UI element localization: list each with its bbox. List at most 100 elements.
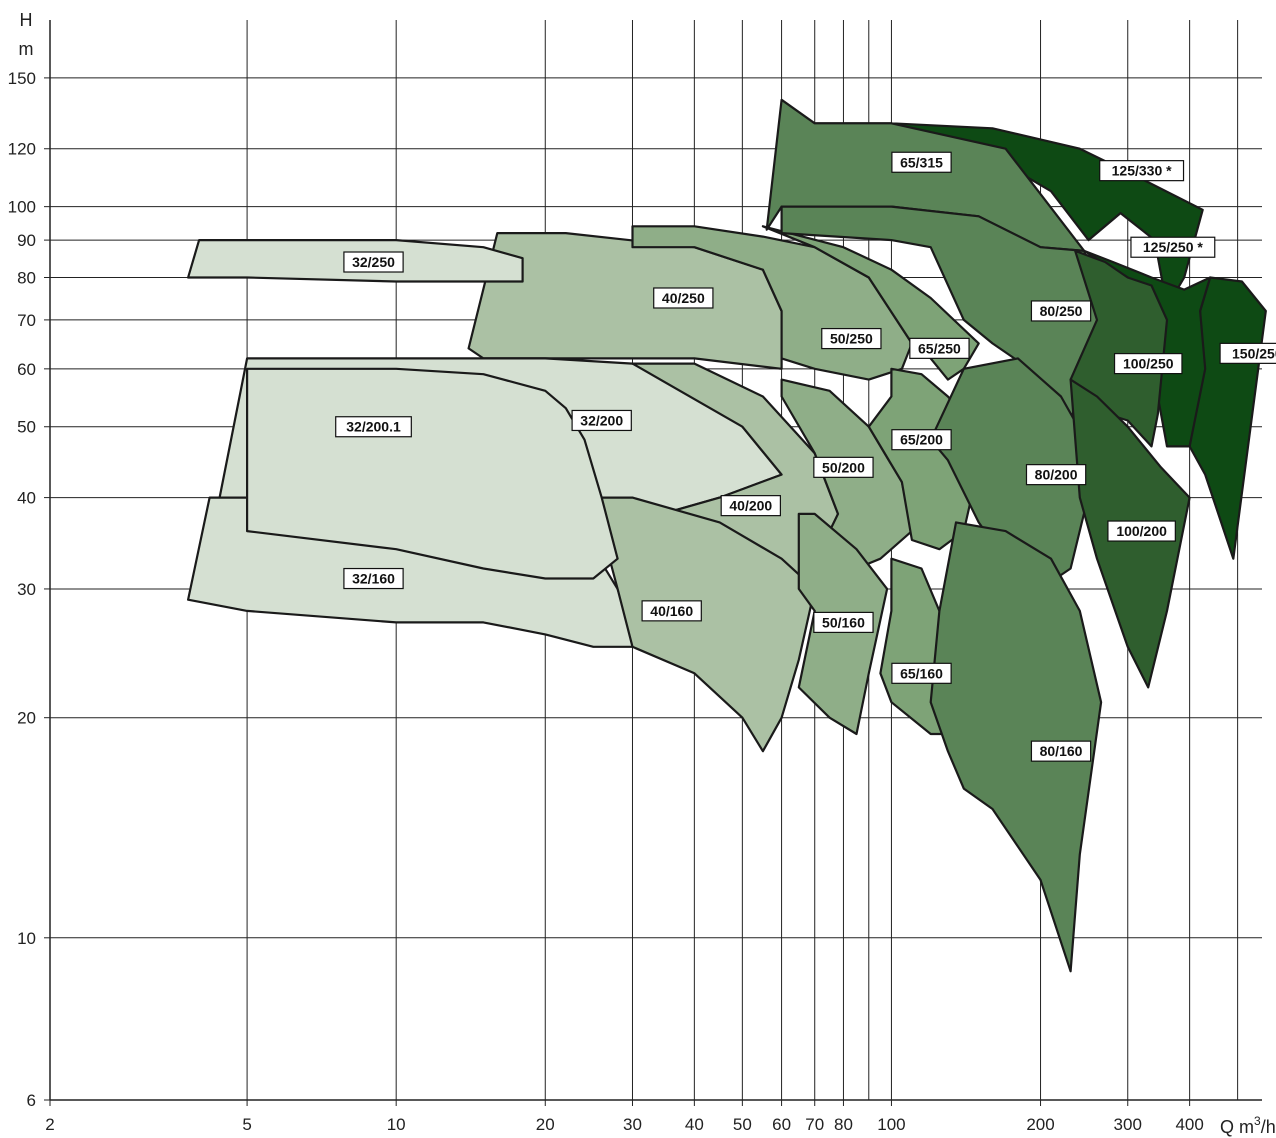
region-label-text: 32/200 xyxy=(580,412,623,428)
pump-regions xyxy=(187,98,1267,973)
region-label-text: 50/250 xyxy=(830,331,873,347)
y-tick-label: 30 xyxy=(17,580,36,599)
region-label-box xyxy=(1025,464,1087,486)
region-label-text: 125/330 * xyxy=(1112,163,1172,179)
region-label-box xyxy=(1030,300,1092,322)
region-label-box xyxy=(813,456,874,478)
region-label-box xyxy=(343,251,404,273)
region-label-text: 40/250 xyxy=(662,290,705,306)
region-label: 40/160 xyxy=(641,600,702,622)
y-tick-label: 60 xyxy=(17,360,36,379)
region-40-160 xyxy=(592,496,816,753)
x-tick-label: 300 xyxy=(1114,1115,1142,1134)
x-tick-label: 60 xyxy=(772,1115,791,1134)
region-label: 65/250 xyxy=(909,337,970,359)
region-label-box xyxy=(343,567,404,590)
x-tick-label: 30 xyxy=(623,1115,642,1134)
region-label: 125/250 * xyxy=(1130,236,1216,258)
x-tick-label: 50 xyxy=(733,1115,752,1134)
region-label-box xyxy=(1030,740,1092,762)
region-label-box xyxy=(1107,520,1176,542)
x-axis-unit-sup: 3 xyxy=(1254,1114,1261,1128)
region-label: 100/250 xyxy=(1113,352,1183,375)
region-label-box xyxy=(1099,160,1185,182)
region-label-box xyxy=(720,495,781,517)
region-label-box xyxy=(891,662,952,684)
y-tick-label: 150 xyxy=(8,69,36,88)
y-tick-label: 50 xyxy=(17,418,36,437)
region-label-text: 100/250 xyxy=(1123,356,1174,372)
region-label-box xyxy=(891,429,952,451)
y-tick-label: 90 xyxy=(17,231,36,250)
region-label-text: 150/250 * xyxy=(1232,345,1276,361)
region-label-box xyxy=(1219,342,1276,364)
x-tick-label: 200 xyxy=(1026,1115,1054,1134)
region-label-text: 125/250 * xyxy=(1143,239,1203,255)
region-label-text: 32/160 xyxy=(352,571,395,587)
region-label: 100/200 xyxy=(1107,520,1176,542)
y-tick-label: 10 xyxy=(17,929,36,948)
x-tick-label: 10 xyxy=(387,1115,406,1134)
x-tick-label: 100 xyxy=(877,1115,905,1134)
region-label-box xyxy=(821,327,882,350)
region-label-box xyxy=(1113,352,1183,375)
x-tick-label: 70 xyxy=(805,1115,824,1134)
region-label: 65/200 xyxy=(891,429,952,451)
region-label-text: 80/200 xyxy=(1035,467,1078,483)
y-tick-label: 120 xyxy=(8,140,36,159)
x-tick-label: 400 xyxy=(1175,1115,1203,1134)
region-label-box xyxy=(653,287,714,309)
region-label: 50/160 xyxy=(813,611,874,634)
region-label: 150/250 * xyxy=(1219,342,1276,364)
x-tick-label: 80 xyxy=(834,1115,853,1134)
y-tick-label: 100 xyxy=(8,198,36,217)
region-label: 32/160 xyxy=(343,567,404,590)
x-tick-label: 40 xyxy=(685,1115,704,1134)
region-label: 65/160 xyxy=(891,662,952,684)
region-label-text: 50/160 xyxy=(822,614,865,630)
region-label-text: 40/160 xyxy=(650,603,693,619)
region-label: 32/200 xyxy=(571,409,632,432)
region-label: 50/250 xyxy=(821,327,882,350)
y-tick-label: 80 xyxy=(17,268,36,287)
y-tick-label: 40 xyxy=(17,489,36,508)
region-label: 40/200 xyxy=(720,495,781,517)
region-label-text: 50/200 xyxy=(822,459,865,475)
y-tick-label: 70 xyxy=(17,311,36,330)
region-label: 80/250 xyxy=(1030,300,1092,322)
y-axis-label-h: H xyxy=(20,10,33,30)
region-labels: 40/250 50/250 65/250 32/200 40/200 50/200 65/2… xyxy=(335,151,1276,762)
region-label-text: 65/315 xyxy=(900,154,943,170)
region-label: 65/315 xyxy=(891,151,952,173)
x-axis-unit-tail: /h xyxy=(1261,1117,1276,1137)
region-label-text: 65/200 xyxy=(900,432,943,448)
region-label-text: 80/250 xyxy=(1040,303,1083,319)
region-label: 80/160 xyxy=(1030,740,1092,762)
region-label: 125/330 * xyxy=(1099,160,1185,182)
region-label-text: 40/200 xyxy=(729,498,772,514)
region-label-text: 32/200.1 xyxy=(346,419,401,435)
region-label-box xyxy=(813,611,874,634)
region-label: 32/250 xyxy=(343,251,404,273)
region-label: 40/250 xyxy=(653,287,714,309)
region-label-text: 65/160 xyxy=(900,665,943,681)
region-label-text: 100/200 xyxy=(1116,523,1167,539)
region-label-box xyxy=(891,151,952,173)
axes: 2 5 10 20 30 40 50 60 70 80 100 200 300 400 6 10 20 30 40 5… xyxy=(8,20,1262,1134)
region-label-box xyxy=(909,337,970,359)
x-tick-label: 2 xyxy=(45,1115,54,1134)
region-label-box xyxy=(641,600,702,622)
y-axis-label-m: m xyxy=(19,39,34,59)
region-label: 50/200 xyxy=(813,456,874,478)
y-tick-label: 20 xyxy=(17,709,36,728)
region-label-box xyxy=(571,409,632,432)
region-label-box xyxy=(1130,236,1216,258)
x-tick-label: 5 xyxy=(242,1115,251,1134)
y-tick-label: 6 xyxy=(27,1091,36,1110)
region-label-text: 65/250 xyxy=(918,340,961,356)
region-label-text: 32/250 xyxy=(352,254,395,270)
region-80-160 xyxy=(929,521,1103,973)
region-label: 80/200 xyxy=(1025,464,1087,486)
x-tick-label: 20 xyxy=(536,1115,555,1134)
